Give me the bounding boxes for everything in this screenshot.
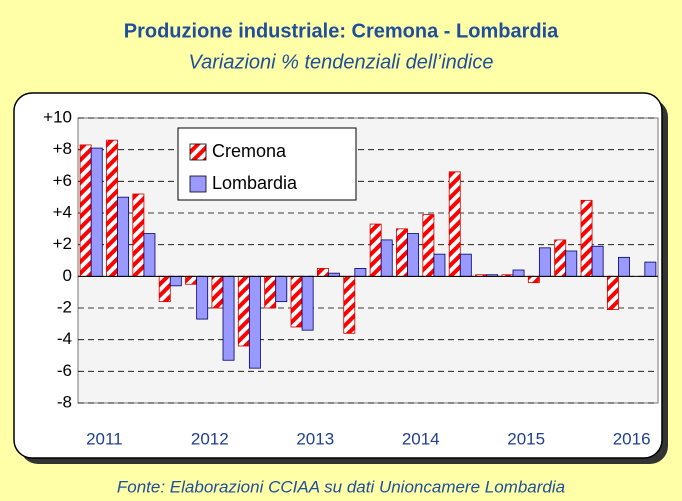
y-tick-label: +10: [43, 107, 72, 126]
legend-label: Lombardia: [212, 173, 298, 193]
bar: [644, 261, 657, 277]
x-tick-label: 2014: [402, 429, 440, 448]
y-tick-label: -2: [57, 297, 72, 316]
legend-swatch: [189, 175, 207, 193]
bar: [158, 275, 171, 303]
legend-swatch: [189, 143, 207, 161]
y-tick-label: +6: [53, 171, 72, 190]
legend-label: Cremona: [212, 141, 287, 161]
bar: [222, 275, 235, 361]
y-tick-label: -4: [57, 329, 72, 348]
bar: [132, 193, 145, 277]
y-tick-label: +8: [53, 139, 72, 158]
bar: [380, 239, 393, 277]
bar: [316, 268, 329, 277]
bar: [90, 147, 103, 277]
bar: [538, 247, 551, 277]
bar: [117, 196, 130, 277]
bar: [354, 268, 367, 277]
y-tick-label: -8: [57, 392, 72, 411]
x-tick-label: 2011: [86, 429, 123, 448]
x-tick-label: 2016: [613, 429, 651, 448]
bar: [237, 275, 250, 347]
x-tick-label: 2013: [296, 429, 334, 448]
bar: [275, 275, 288, 303]
bar: [79, 144, 92, 277]
bar: [301, 275, 314, 331]
y-tick-label: +2: [53, 234, 72, 253]
source-note: Fonte: Elaborazioni CCIAA su dati Unionc…: [117, 477, 565, 496]
bar: [196, 275, 209, 320]
bar: [407, 233, 420, 277]
bar: [512, 269, 525, 277]
chart-title: Produzione industriale: Cremona - Lombar…: [124, 20, 559, 42]
bar: [369, 223, 382, 277]
bar: [143, 233, 156, 277]
y-tick-label: -6: [57, 361, 72, 380]
bar: [433, 253, 446, 277]
bar: [554, 239, 567, 277]
x-tick-label: 2015: [507, 429, 545, 448]
bar: [527, 275, 540, 284]
bar: [459, 253, 472, 277]
x-tick-label: 2012: [191, 429, 229, 448]
bar: [591, 245, 604, 277]
bar: [580, 199, 593, 277]
bar: [290, 275, 303, 328]
bar: [396, 228, 408, 277]
bar: [448, 171, 461, 277]
legend-box: [177, 127, 357, 201]
bar: [169, 275, 182, 287]
chart-subtitle: Variazioni % tendenziali dell’indice: [189, 51, 494, 73]
bar: [618, 256, 630, 277]
bar: [343, 275, 356, 334]
bar: [422, 214, 435, 277]
bar: [185, 275, 198, 285]
bar: [606, 275, 619, 310]
bar: [248, 275, 261, 369]
y-tick-label: +4: [53, 202, 72, 221]
bar: [211, 275, 224, 309]
bar: [264, 275, 277, 309]
bar: [106, 139, 118, 277]
bar: [565, 250, 578, 277]
y-tick-label: 0: [63, 266, 72, 285]
